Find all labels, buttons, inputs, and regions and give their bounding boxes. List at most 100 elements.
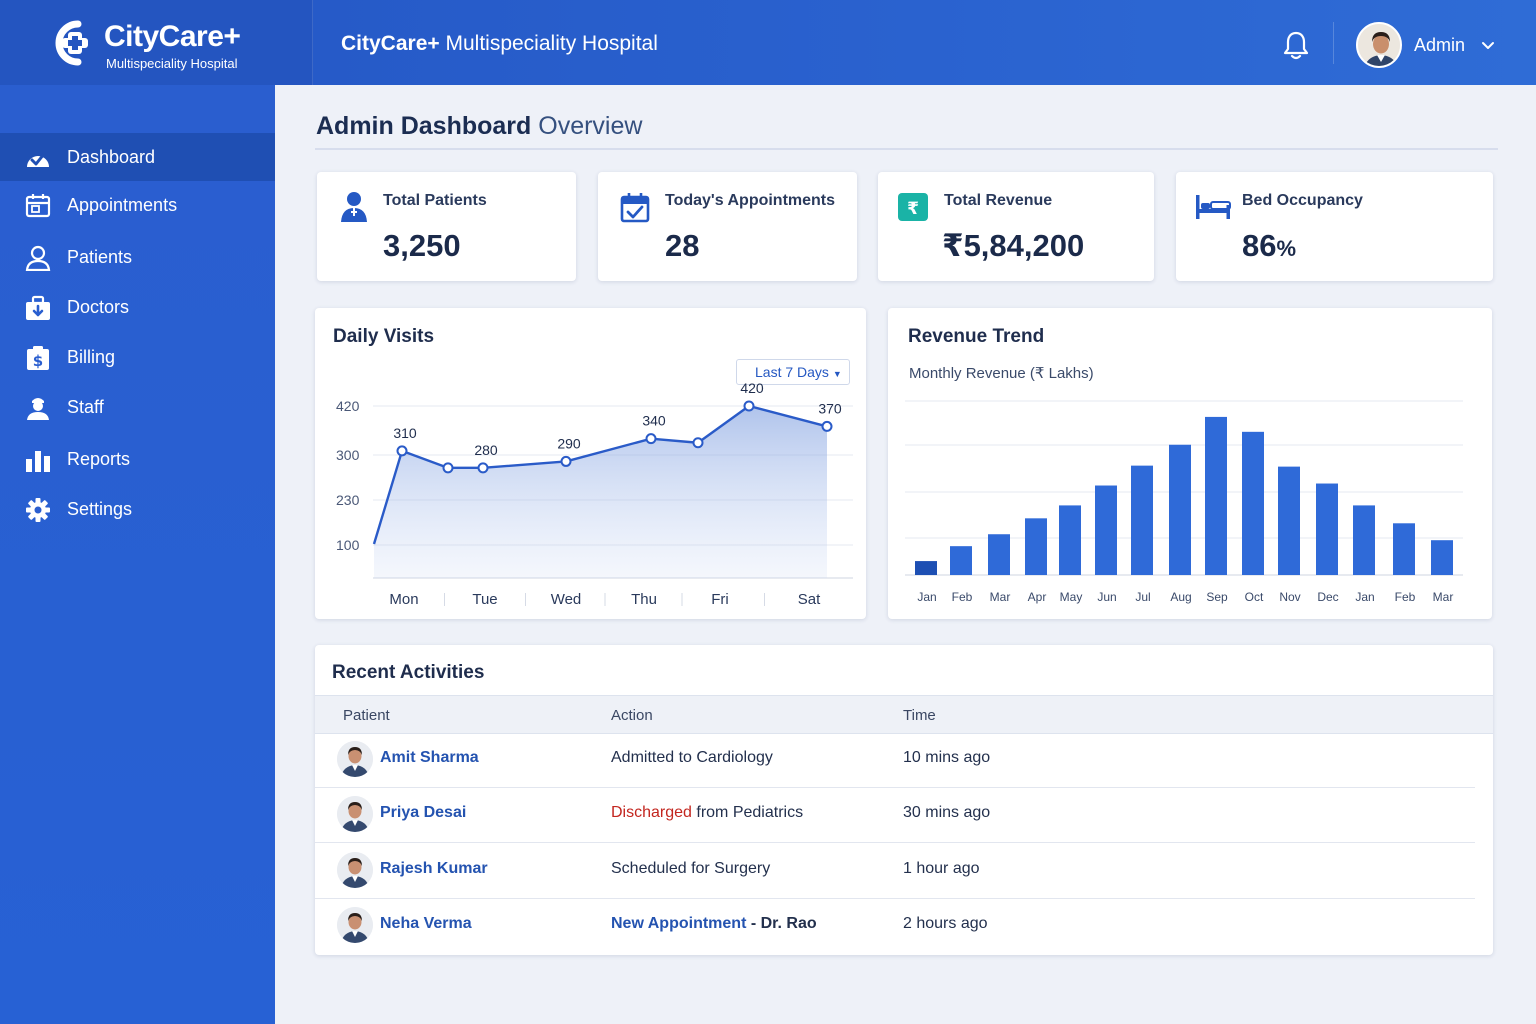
table-row[interactable]: Rajesh Kumar Scheduled for Surgery 1 hou… — [315, 844, 1493, 899]
sidebar-item-label: Dashboard — [67, 147, 156, 167]
visits-data-label: 310 — [393, 425, 417, 441]
stat-value: 28 — [665, 228, 700, 263]
stat-value-bed-occupancy: 86% — [1242, 228, 1296, 264]
page-title-rest: Overview — [538, 112, 643, 140]
x-tick-label: Tue — [472, 591, 497, 608]
chevron-down-icon[interactable] — [1480, 37, 1496, 53]
column-header-time: Time — [903, 707, 936, 724]
visits-point — [560, 455, 572, 467]
stat-label: Today's Appointments — [665, 192, 836, 209]
activity-time: 30 mins ago — [903, 804, 991, 821]
stat-card-bed-occupancy[interactable]: Bed Occupancy 86% — [1176, 172, 1493, 281]
visits-line — [372, 404, 828, 545]
brand-block[interactable]: CityCare+ Multispeciality Hospital — [0, 0, 313, 85]
sidebar-item-reports[interactable]: Reports — [0, 435, 275, 483]
column-header-patient: Patient — [343, 707, 390, 724]
x-tick-label: Wed — [551, 591, 582, 608]
revenue-bar — [1242, 431, 1264, 575]
header-title-rest: Multispeciality Hospital — [445, 32, 658, 55]
activity-action: Discharged from Pediatrics — [611, 804, 803, 822]
revenue-bar — [988, 534, 1010, 575]
bar-chart-icon — [26, 451, 50, 472]
table-row[interactable]: Neha Verma New Appointment - Dr. Rao 2 h… — [315, 899, 1493, 954]
gear-icon — [26, 498, 50, 522]
sidebar-item-patients[interactable]: Patients — [0, 233, 275, 281]
revenue-bar — [1353, 505, 1375, 575]
revenue-bar — [1393, 523, 1415, 575]
visits-point — [743, 400, 755, 412]
x-tick-label: Nov — [1279, 590, 1300, 604]
sidebar-item-billing[interactable]: $ Billing — [0, 333, 275, 381]
stat-card-todays-appointments[interactable]: Today's Appointments 28 — [598, 172, 857, 281]
action-rest: - Dr. Rao — [746, 915, 817, 932]
caret-down-icon: ▼ — [832, 369, 842, 379]
sidebar-item-settings[interactable]: Settings — [0, 485, 275, 533]
bell-icon[interactable] — [1282, 30, 1310, 60]
y-tick-label: 230 — [336, 492, 360, 508]
activity-time: 2 hours ago — [903, 915, 988, 932]
visits-point — [477, 462, 489, 474]
patient-name-link[interactable]: Rajesh Kumar — [380, 860, 488, 877]
x-tick-label: Oct — [1245, 590, 1264, 604]
recent-activities-panel: Recent Activities Patient Action Time Am… — [315, 645, 1493, 955]
visits-point — [692, 437, 704, 449]
patient-name-link[interactable]: Priya Desai — [380, 804, 467, 821]
patient-name-link[interactable]: Neha Verma — [380, 915, 472, 932]
user-icon — [25, 245, 51, 271]
patient-avatar — [337, 852, 373, 888]
range-dropdown-label: Last 7 Days — [755, 364, 829, 380]
revenue-bar — [1131, 465, 1153, 575]
table-row[interactable]: Amit Sharma Admitted to Cardiology 10 mi… — [315, 733, 1493, 788]
sidebar-item-staff[interactable]: Staff — [0, 383, 275, 431]
brand-name: CityCare+ — [104, 20, 241, 53]
sidebar: Dashboard Appointments Patients Doctors — [0, 85, 275, 1024]
x-tick-label: Jan — [1355, 590, 1374, 604]
stat-card-total-revenue[interactable]: ₹ Total Revenue ₹5,84,200 — [878, 172, 1154, 281]
sidebar-item-label: Settings — [67, 499, 133, 519]
x-tick-label: Jul — [1135, 590, 1150, 604]
sidebar-item-label: Reports — [67, 449, 131, 469]
visits-point — [645, 433, 657, 445]
page-title-bold: Admin Dashboard — [316, 112, 532, 140]
x-tick-label: Mon — [389, 591, 418, 608]
table-row[interactable]: Priya Desai Discharged from Pediatrics 3… — [315, 788, 1493, 843]
x-tick-label: May — [1060, 590, 1083, 604]
y-tick-label: 420 — [336, 398, 360, 414]
activity-action: New Appointment - Dr. Rao — [611, 915, 817, 933]
action-rest: from Pediatrics — [691, 804, 804, 821]
recent-activities-title: Recent Activities — [332, 662, 485, 683]
x-tick-label: Apr — [1028, 590, 1047, 604]
sidebar-item-label: Staff — [67, 397, 104, 417]
dashboard-icon — [27, 152, 49, 167]
action-highlight: Discharged — [611, 804, 692, 821]
x-tick-label: Fri — [711, 591, 729, 608]
revenue-bar — [1278, 466, 1300, 575]
daily-visits-panel: Daily Visits Last 7 Days ▼ 100 230 300 420 M… — [315, 308, 866, 619]
admin-name[interactable]: Admin — [1414, 35, 1466, 55]
title-divider — [315, 148, 1498, 150]
logo-icon — [55, 20, 88, 66]
visits-point — [442, 462, 454, 474]
header-title-bold: CityCare+ — [341, 32, 440, 55]
stat-card-total-patients[interactable]: Total Patients 3,250 — [317, 172, 576, 281]
sidebar-item-doctors[interactable]: Doctors — [0, 283, 275, 331]
visits-data-label: 290 — [557, 435, 581, 451]
page-title: Admin Dashboard Overview — [316, 112, 642, 141]
visits-data-label: 280 — [474, 442, 498, 458]
calendar-icon — [25, 194, 51, 218]
daily-visits-title: Daily Visits — [333, 326, 435, 347]
x-tick-label: Aug — [1170, 590, 1191, 604]
patient-avatar — [337, 741, 373, 777]
patient-name-link[interactable]: Amit Sharma — [380, 749, 479, 766]
range-dropdown[interactable]: Last 7 Days ▼ — [736, 359, 850, 385]
rupee-icon: ₹ — [898, 193, 928, 221]
sidebar-item-appointments[interactable]: Appointments — [0, 181, 275, 229]
stat-label: Total Revenue — [944, 192, 1053, 209]
revenue-trend-title: Revenue Trend — [908, 326, 1045, 347]
admin-avatar[interactable] — [1356, 22, 1402, 68]
revenue-bar — [915, 561, 937, 575]
x-tick-label: Sep — [1206, 590, 1228, 604]
sidebar-item-dashboard[interactable]: Dashboard — [0, 133, 275, 181]
x-tick-label: Jan — [917, 590, 936, 604]
stat-label: Total Patients — [383, 192, 487, 209]
